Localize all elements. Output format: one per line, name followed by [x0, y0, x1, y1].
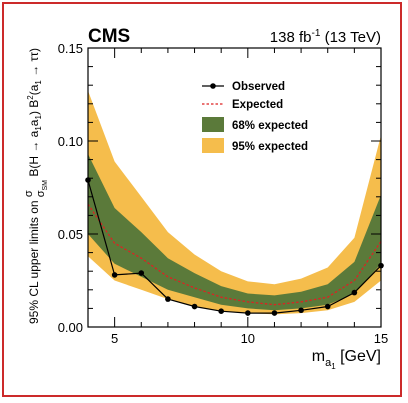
y-tick-label-0.15: 0.15	[58, 41, 83, 56]
observed-point-7	[165, 296, 171, 302]
y-tick-label-0.05: 0.05	[58, 227, 83, 242]
x-tick-label-10: 10	[241, 331, 255, 346]
energy-value: (13 TeV)	[325, 29, 381, 46]
legend-observed-marker	[210, 83, 216, 89]
expected-line	[87, 203, 382, 306]
y-tick-label-0.00: 0.00	[58, 320, 83, 335]
legend-band95-swatch	[202, 138, 224, 153]
y-tick-label-0.10: 0.10	[58, 134, 83, 149]
experiment-label: CMS	[88, 26, 130, 47]
observed-point-10	[245, 310, 251, 316]
lumi-exponent: -1	[312, 28, 321, 39]
x-axis-title: ma1 [GeV]	[312, 348, 381, 371]
observed-point-8	[191, 303, 198, 310]
y-axis-title: 95% CL upper limits on σσSM B(H → a1a1) …	[23, 48, 49, 324]
lumi-value: 138 fb	[270, 29, 312, 46]
luminosity-label: 138 fb-1 (13 TeV)	[270, 28, 381, 46]
observed-point-13	[324, 303, 331, 310]
observed-point-5	[111, 272, 118, 278]
x-tick-label-15: 15	[374, 331, 388, 346]
legend-band68-label: 68% expected	[232, 120, 308, 132]
observed-point-9	[218, 308, 224, 314]
observed-point-11	[271, 310, 278, 316]
legend-band68-swatch	[202, 117, 224, 132]
x-tick-label-5: 5	[111, 331, 118, 346]
band-68-expected	[88, 154, 381, 311]
plot-frame	[87, 47, 382, 328]
legend: Observed Expected 68% expected 95% expec…	[202, 81, 308, 153]
figure-frame	[2, 2, 402, 397]
observed-point-14	[351, 289, 358, 296]
observed-point-6	[138, 270, 145, 276]
legend-expected-label: Expected	[232, 99, 283, 111]
legend-band95-label: 95% expected	[232, 141, 308, 153]
observed-point-12	[298, 307, 304, 314]
observed-line	[87, 179, 382, 314]
legend-observed-label: Observed	[232, 81, 285, 93]
